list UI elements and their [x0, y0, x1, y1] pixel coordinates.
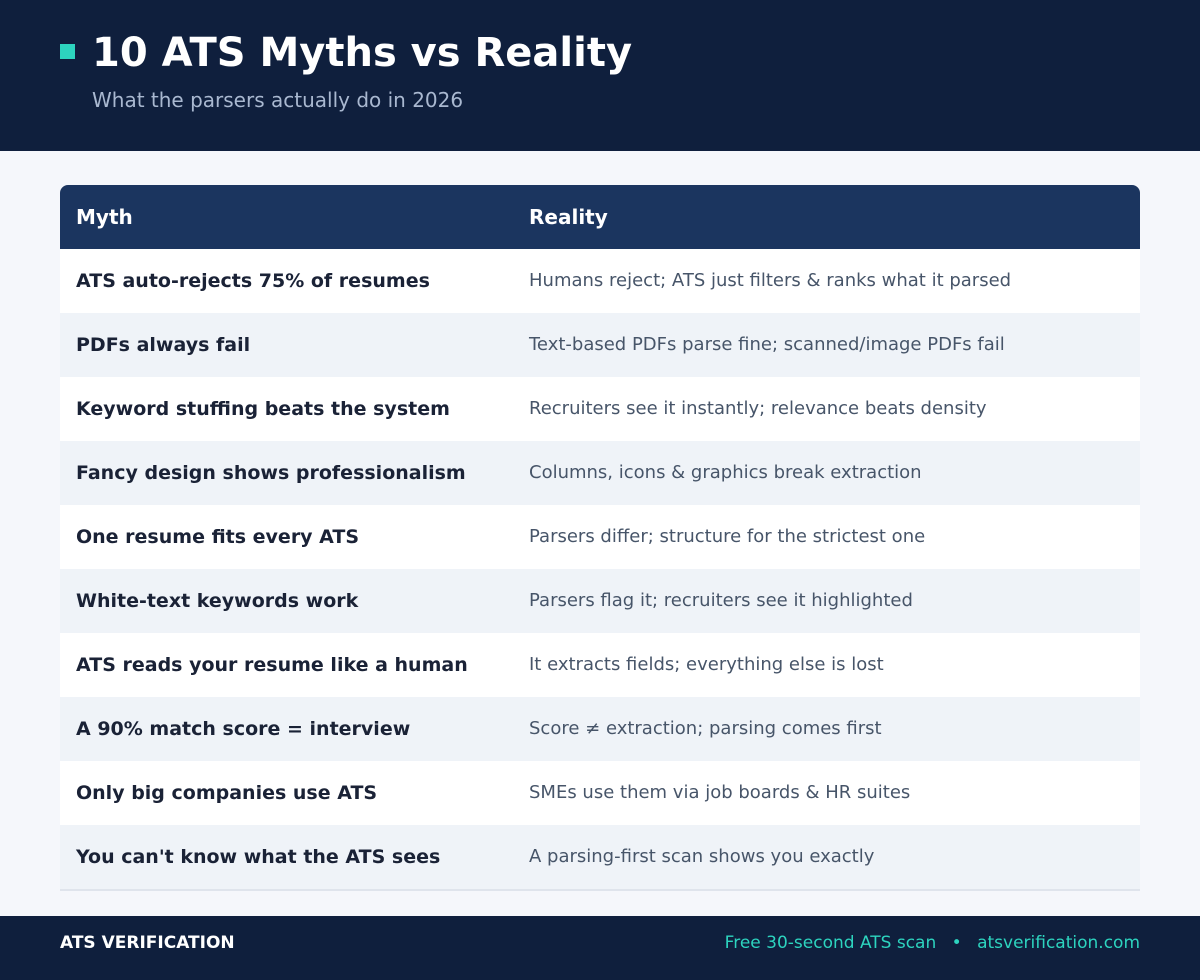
footer-cta[interactable]: Free 30-second ATS scan — [724, 933, 937, 953]
table-border — [60, 889, 1140, 891]
footer: ATS VERIFICATION Free 30-second ATS scan… — [0, 916, 1200, 980]
title: 10 ATS Myths vs Reality — [92, 30, 633, 76]
reality-cell: Parsers flag it; recruiters see it highl… — [529, 590, 913, 611]
reality-cell: A parsing-first scan shows you exactly — [529, 846, 875, 867]
column-header: Myth — [76, 205, 133, 229]
table-row: ATS auto-rejects 75% of resumes Humans re… — [60, 249, 1140, 313]
myth-cell: Fancy design shows professionalism — [76, 462, 466, 484]
accent-square — [60, 44, 75, 59]
myth-cell: ATS reads your resume like a human — [76, 654, 468, 676]
table-header: Myth Reality — [60, 185, 1140, 249]
reality-cell: SMEs use them via job boards & HR suites — [529, 782, 911, 803]
table-row: You can't know what the ATS sees A parsin… — [60, 825, 1140, 889]
footer-separator: • — [951, 933, 962, 953]
myth-cell: ATS auto-rejects 75% of resumes — [76, 270, 430, 292]
footer-brand: ATS VERIFICATION — [60, 933, 235, 953]
myth-cell: Keyword stuffing beats the system — [76, 398, 450, 420]
reality-cell: Humans reject; ATS just filters & ranks … — [529, 270, 1012, 291]
reality-cell: Parsers differ; structure for the strict… — [529, 526, 926, 547]
myth-cell: White-text keywords work — [76, 590, 359, 612]
table-row: One resume fits every ATS Parsers differ;… — [60, 505, 1140, 569]
reality-cell: Recruiters see it instantly; relevance b… — [529, 398, 987, 419]
table-row: Only big companies use ATS SMEs use them … — [60, 761, 1140, 825]
column-header: Reality — [529, 205, 608, 229]
header: 10 ATS Myths vs Reality What the parsers… — [0, 0, 1200, 151]
myth-cell: One resume fits every ATS — [76, 526, 360, 548]
myth-cell: PDFs always fail — [76, 334, 251, 356]
table-row: PDFs always fail Text-based PDFs parse fi… — [60, 313, 1140, 377]
table-row: A 90% match score = interview Score ≠ ext… — [60, 697, 1140, 761]
reality-cell: It extracts fields; everything else is l… — [529, 654, 884, 675]
reality-cell: Score ≠ extraction; parsing comes first — [529, 718, 882, 739]
table-row: Fancy design shows professionalism Column… — [60, 441, 1140, 505]
reality-cell: Columns, icons & graphics break extracti… — [529, 462, 922, 483]
table-row: ATS reads your resume like a human It ext… — [60, 633, 1140, 697]
myth-cell: A 90% match score = interview — [76, 718, 411, 740]
myth-cell: Only big companies use ATS — [76, 782, 378, 804]
reality-cell: Text-based PDFs parse fine; scanned/imag… — [529, 334, 1005, 355]
subtitle: What the parsers actually do in 2026 — [92, 88, 464, 112]
myth-cell: You can't know what the ATS sees — [76, 846, 441, 868]
table-row: Keyword stuffing beats the system Recruit… — [60, 377, 1140, 441]
table-row: White-text keywords work Parsers flag it;… — [60, 569, 1140, 633]
table: Myth Reality ATS auto-rejects 75% of res… — [60, 185, 1140, 891]
footer-url[interactable]: atsverification.com — [977, 933, 1140, 953]
footer-links: Free 30-second ATS scan • atsverificatio… — [725, 916, 1140, 970]
